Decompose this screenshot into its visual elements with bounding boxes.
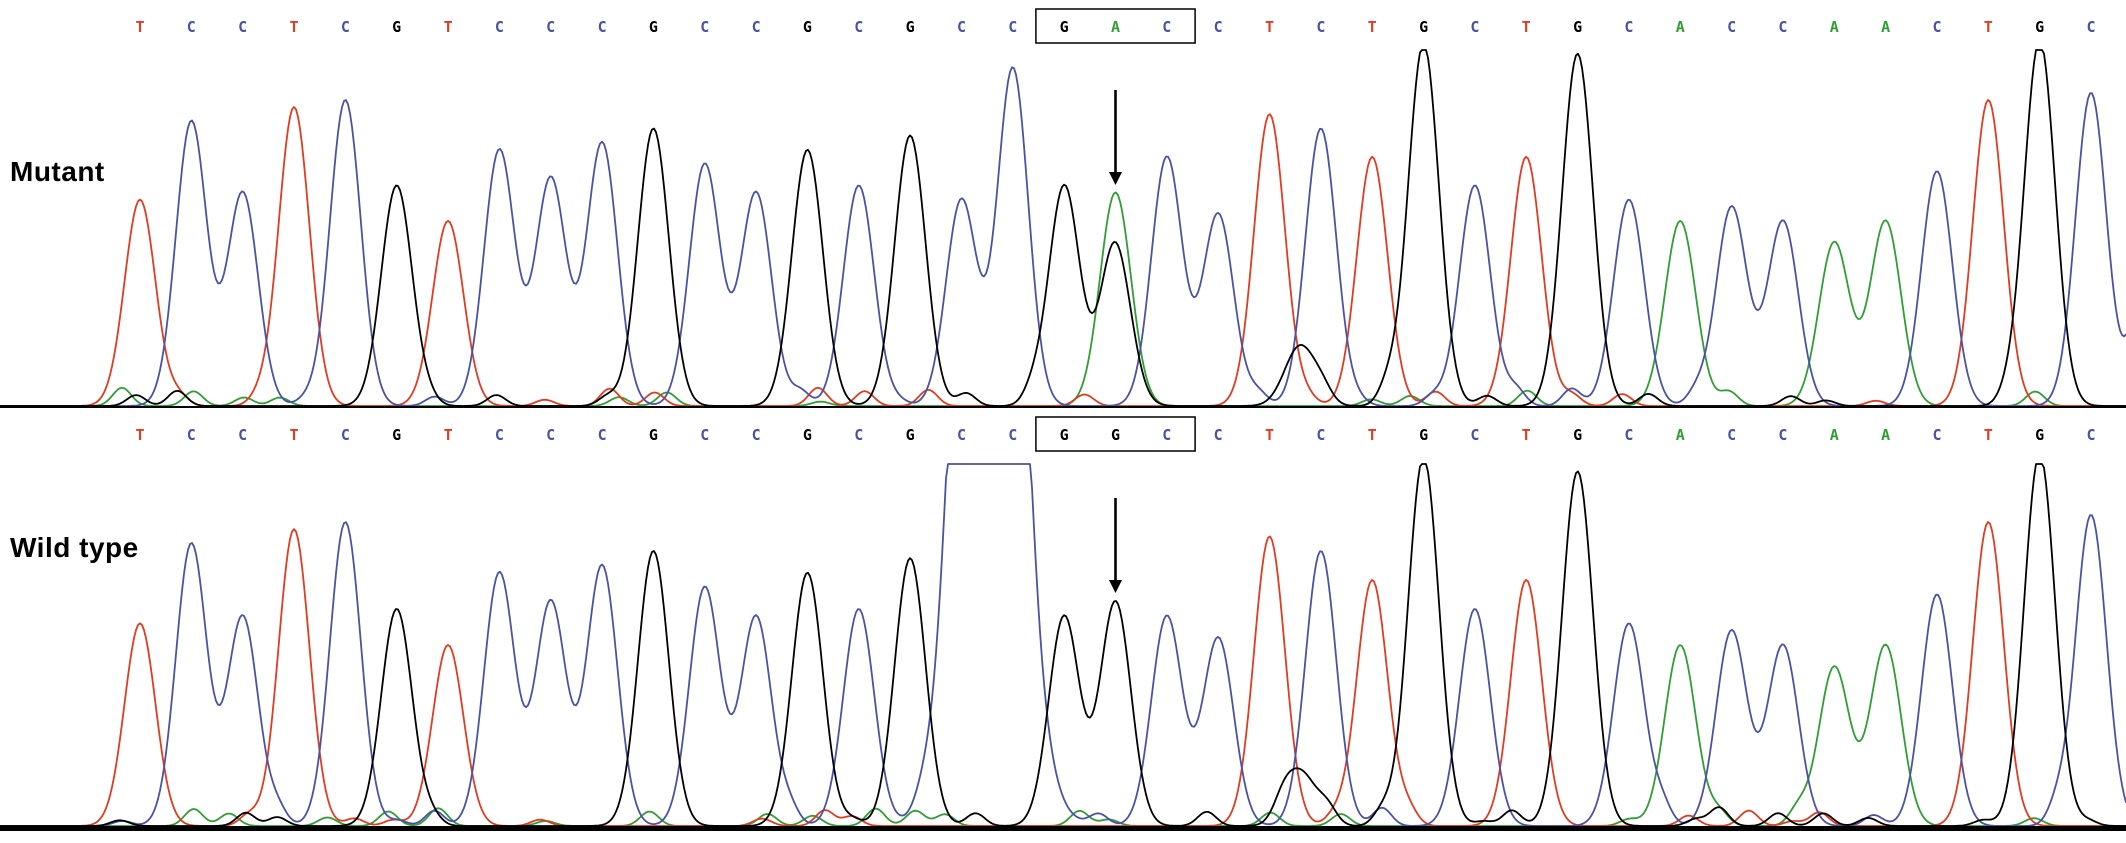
base-letter: T: [1984, 18, 1993, 36]
base-letter: C: [854, 426, 863, 444]
base-letter: G: [392, 426, 401, 444]
base-letter: C: [1624, 426, 1633, 444]
base-letter: T: [1368, 18, 1377, 36]
base-letter: G: [1060, 426, 1069, 444]
base-letter: C: [700, 18, 709, 36]
base-letter: T: [1522, 426, 1531, 444]
base-letter: C: [854, 18, 863, 36]
codon-box: [1035, 8, 1196, 44]
base-letter: T: [1265, 18, 1274, 36]
base-letter: C: [957, 426, 966, 444]
base-letter: G: [649, 426, 658, 444]
base-letter: C: [752, 18, 761, 36]
base-letter: A: [1881, 426, 1890, 444]
base-letter: C: [957, 18, 966, 36]
base-letter: T: [289, 18, 298, 36]
baseline: [0, 406, 2126, 408]
trace-T: [0, 99, 2126, 407]
trace-A: [0, 191, 2126, 407]
base-letter: T: [135, 426, 144, 444]
base-letter: C: [1624, 18, 1633, 36]
base-letter: A: [1676, 18, 1685, 36]
base-letter: C: [546, 426, 555, 444]
base-letter: G: [803, 18, 812, 36]
base-letter: A: [1881, 18, 1890, 36]
base-letter: G: [906, 18, 915, 36]
base-letter: C: [1316, 18, 1325, 36]
trace-C: [0, 66, 2126, 407]
base-letter: C: [1727, 18, 1736, 36]
base-letter: C: [238, 426, 247, 444]
base-letter: C: [1727, 426, 1736, 444]
base-letter: T: [444, 18, 453, 36]
base-letter: C: [341, 426, 350, 444]
base-letter: G: [2035, 426, 2044, 444]
base-letter: G: [1419, 18, 1428, 36]
base-letter: G: [906, 426, 915, 444]
mutation-arrow-head: [1109, 580, 1122, 593]
base-letter: C: [495, 426, 504, 444]
base-letter: A: [1830, 18, 1839, 36]
panel-label-wild-type: Wild type: [10, 532, 139, 563]
base-letter: T: [1265, 426, 1274, 444]
trace-G: [0, 49, 2126, 407]
base-letter: C: [598, 426, 607, 444]
base-letter: C: [1470, 18, 1479, 36]
base-letter: C: [2086, 18, 2095, 36]
base-letter: G: [1573, 426, 1582, 444]
base-letter: C: [238, 18, 247, 36]
base-letter: T: [1984, 426, 1993, 444]
base-letter: C: [752, 426, 761, 444]
base-letter: C: [1008, 18, 1017, 36]
trace-C: [0, 463, 2126, 827]
base-letter: G: [1111, 426, 1120, 444]
base-letter: T: [1522, 18, 1531, 36]
base-letter: C: [495, 18, 504, 36]
panel-label-mutant: Mutant: [10, 156, 105, 187]
base-letter: G: [1419, 426, 1428, 444]
base-letter: C: [700, 426, 709, 444]
base-letter: C: [1214, 426, 1223, 444]
base-letter: C: [1214, 18, 1223, 36]
base-letter: G: [2035, 18, 2044, 36]
base-letter: C: [1162, 426, 1171, 444]
base-letter: T: [135, 18, 144, 36]
base-letter: C: [1932, 426, 1941, 444]
base-letter: C: [1778, 426, 1787, 444]
base-letter: G: [1573, 18, 1582, 36]
base-letter: C: [341, 18, 350, 36]
base-letter: G: [392, 18, 401, 36]
trace-G: [0, 463, 2126, 827]
base-letter: C: [1008, 426, 1017, 444]
base-letter: T: [444, 426, 453, 444]
base-letter: C: [1316, 426, 1325, 444]
base-letter: C: [1932, 18, 1941, 36]
base-letter: G: [1060, 18, 1069, 36]
base-letter: C: [187, 426, 196, 444]
base-letter: C: [1470, 426, 1479, 444]
base-letter: T: [289, 426, 298, 444]
base-letter: C: [598, 18, 607, 36]
base-letter: G: [803, 426, 812, 444]
base-letter: T: [1368, 426, 1377, 444]
base-letter: A: [1111, 18, 1120, 36]
base-letter: C: [546, 18, 555, 36]
base-letter: C: [187, 18, 196, 36]
base-letter: C: [1778, 18, 1787, 36]
baseline: [0, 826, 2126, 831]
base-letter: C: [2086, 426, 2095, 444]
base-letter: C: [1162, 18, 1171, 36]
base-letter: G: [649, 18, 658, 36]
base-letter: A: [1830, 426, 1839, 444]
codon-box: [1035, 416, 1196, 452]
base-letter: A: [1676, 426, 1685, 444]
mutation-arrow-head: [1109, 172, 1122, 185]
